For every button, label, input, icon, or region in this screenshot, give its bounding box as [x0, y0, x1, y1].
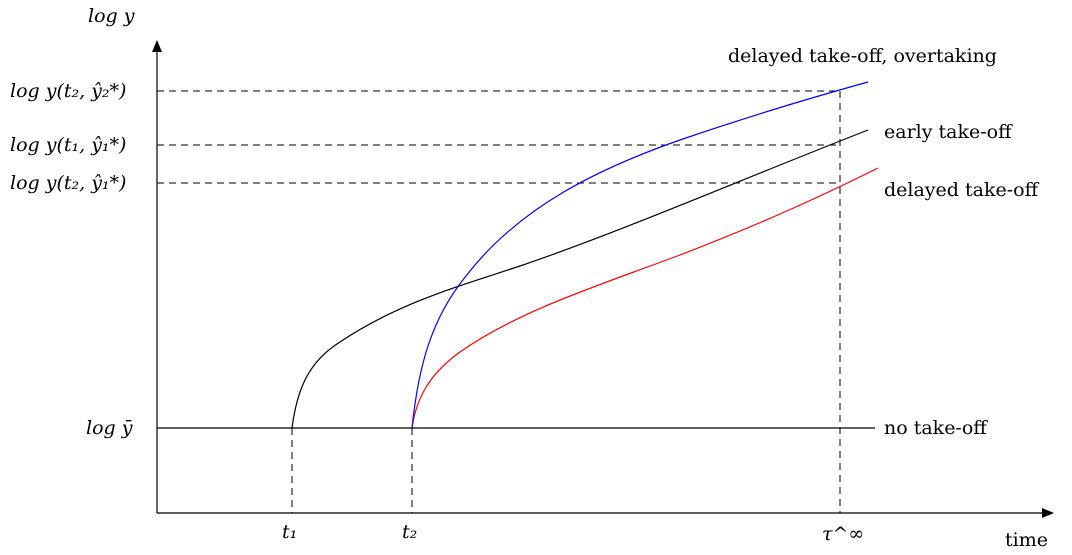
label-no-takeoff: no take-off — [884, 417, 988, 439]
early-takeoff-curve — [291, 129, 869, 429]
delayed-takeoff-curve — [411, 167, 879, 429]
ytick-log-y-t2-yhat2: log y(t₂, ŷ₂*) — [10, 80, 126, 102]
delayed-overtaking-curve — [411, 81, 869, 429]
label-delayed-overtaking: delayed take-off, overtaking — [728, 45, 997, 67]
xtick-t2: t₂ — [402, 521, 417, 543]
ytick-log-y-t2-yhat1: log y(t₂, ŷ₁*) — [10, 172, 126, 194]
label-delayed-takeoff: delayed take-off — [884, 179, 1040, 201]
y-axis-label: log y — [88, 5, 135, 27]
ytick-log-y-t1-yhat1: log y(t₁, ŷ₁*) — [10, 134, 126, 156]
xtick-t1: t₁ — [282, 521, 297, 543]
xtick-tau-inf: τ^∞ — [822, 523, 864, 545]
x-axis-label: time — [1005, 529, 1048, 551]
ytick-log-ybar: log ȳ — [86, 417, 133, 439]
label-early-takeoff: early take-off — [884, 121, 1013, 143]
